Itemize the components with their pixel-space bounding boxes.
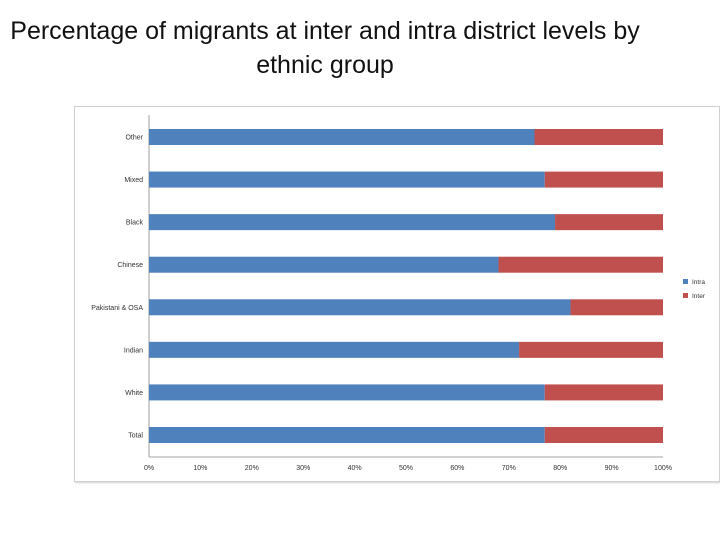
bar-inter-indian	[519, 341, 663, 358]
bar-inter-mixed	[544, 171, 663, 188]
bar-intra-mixed	[149, 171, 545, 188]
bar-inter-other	[534, 129, 663, 145]
bar-inter-black	[555, 214, 663, 231]
x-tick-label: 100%	[654, 465, 672, 472]
bar-intra-pakistani-osa	[149, 299, 571, 316]
bar-intra-total	[149, 427, 545, 443]
slide-title: Percentage of migrants at inter and intr…	[10, 17, 640, 79]
category-label: White	[125, 390, 143, 397]
legend-label-intra: Intra	[692, 279, 705, 286]
category-label: Chinese	[117, 262, 143, 269]
stacked-bar-chart: Other Mixed Black Chinese Pakistani & OSA Ind…	[91, 115, 706, 472]
bar-inter-chinese	[498, 256, 663, 273]
bar-inter-total	[544, 427, 663, 443]
x-tick-label: 60%	[450, 465, 464, 472]
legend-swatch-intra	[683, 279, 688, 284]
bar-inter-pakistani-osa	[570, 299, 663, 316]
x-tick-label: 90%	[605, 465, 619, 472]
x-tick-label: 40%	[348, 465, 362, 472]
category-label: Mixed	[124, 177, 143, 184]
bar-intra-black	[149, 214, 556, 231]
category-label: Pakistani & OSA	[91, 305, 143, 312]
x-tick-label: 70%	[502, 465, 516, 472]
bar-intra-other	[149, 129, 535, 145]
x-tick-label: 30%	[296, 465, 310, 472]
legend-swatch-inter	[683, 293, 688, 298]
x-tick-label: 80%	[553, 465, 567, 472]
x-tick-label: 20%	[245, 465, 259, 472]
bar-intra-chinese	[149, 256, 499, 273]
chart-frame: Other Mixed Black Chinese Pakistani & OSA Ind…	[74, 106, 720, 482]
bar-intra-indian	[149, 341, 520, 358]
legend: Intra Inter	[683, 279, 706, 300]
category-labels: Other Mixed Black Chinese Pakistani & OSA Ind…	[91, 135, 143, 440]
category-label: Indian	[124, 347, 143, 354]
category-label: Black	[126, 220, 144, 227]
bar-inter-white	[544, 384, 663, 401]
bars-group	[149, 129, 663, 443]
x-tick-label: 10%	[193, 465, 207, 472]
category-label: Other	[125, 135, 143, 142]
bar-intra-white	[149, 384, 545, 401]
x-tick-label: 50%	[399, 465, 413, 472]
x-tick-labels: 0% 10% 20% 30% 40% 50% 60% 70% 80% 90% 100%	[144, 465, 672, 472]
x-tick-label: 0%	[144, 465, 154, 472]
category-label: Total	[128, 433, 143, 440]
legend-label-inter: Inter	[692, 293, 706, 300]
